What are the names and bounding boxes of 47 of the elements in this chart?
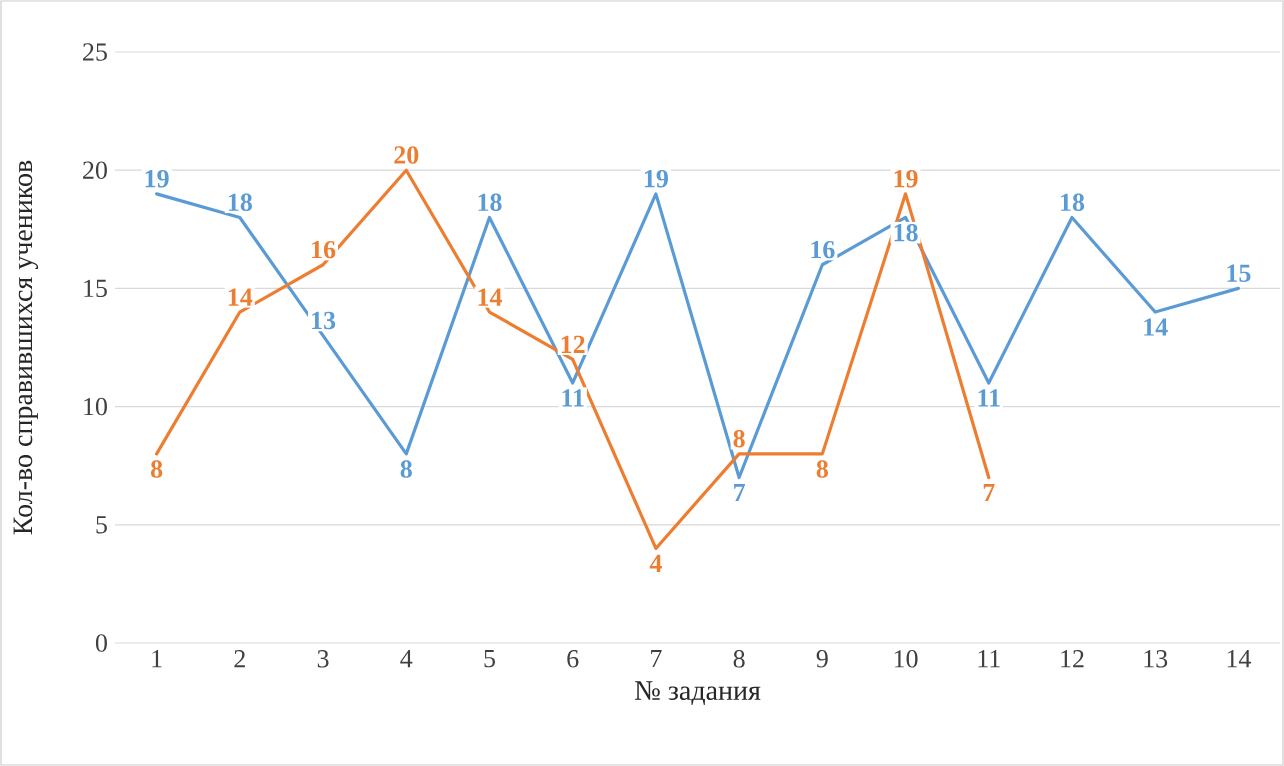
y-tick-label: 15: [84, 279, 107, 298]
data-label: 19: [894, 169, 918, 188]
data-label: 8: [816, 460, 828, 478]
data-label: 11: [978, 389, 1000, 407]
data-label: 18: [228, 193, 252, 212]
x-tick-label: 6: [567, 650, 579, 668]
x-tick-label: 5: [484, 650, 495, 668]
data-label: 16: [312, 240, 336, 259]
data-label: 8: [400, 460, 412, 478]
x-tick-label: 4: [400, 650, 413, 668]
x-tick-label: 11: [978, 650, 1000, 668]
data-label: 20: [394, 146, 419, 164]
data-label: 7: [983, 483, 995, 501]
data-label: 4: [649, 554, 662, 572]
data-label: 8: [733, 429, 745, 448]
y-tick-label: 10: [84, 397, 107, 416]
y-tick-label: 20: [83, 161, 107, 179]
data-label: 15: [1227, 264, 1251, 282]
data-label: 19: [644, 169, 668, 188]
data-label: 14: [1144, 318, 1168, 336]
x-tick-label: 1: [152, 650, 162, 668]
data-label: 18: [894, 223, 918, 242]
y-tick-label: 0: [95, 634, 107, 652]
data-label: 18: [478, 193, 502, 212]
data-label: 14: [228, 288, 253, 306]
data-label: 14: [478, 288, 502, 306]
data-label: 7: [734, 483, 745, 501]
x-tick-label: 13: [1144, 650, 1168, 668]
y-tick-label: 25: [83, 43, 107, 61]
data-label: 11: [562, 389, 584, 407]
data-label: 16: [811, 240, 835, 259]
data-label: 13: [312, 311, 336, 330]
y-tick-label: 5: [96, 516, 107, 534]
x-tick-label: 2: [234, 650, 245, 668]
x-tick-label: 10: [894, 650, 918, 668]
y-axis-title: Кол-во справившихся учеников: [13, 160, 39, 535]
x-axis-title: № задания: [634, 681, 761, 706]
data-label: 18: [1061, 193, 1085, 212]
data-label: 19: [145, 169, 169, 188]
x-tick-label: 9: [816, 650, 828, 668]
x-tick-label: 14: [1227, 650, 1252, 668]
x-tick-label: 8: [733, 650, 745, 668]
data-label: 12: [561, 335, 585, 353]
x-tick-label: 12: [1061, 650, 1084, 668]
data-label: 8: [150, 460, 163, 478]
x-tick-label: 3: [317, 650, 329, 668]
x-tick-label: 7: [651, 650, 662, 668]
